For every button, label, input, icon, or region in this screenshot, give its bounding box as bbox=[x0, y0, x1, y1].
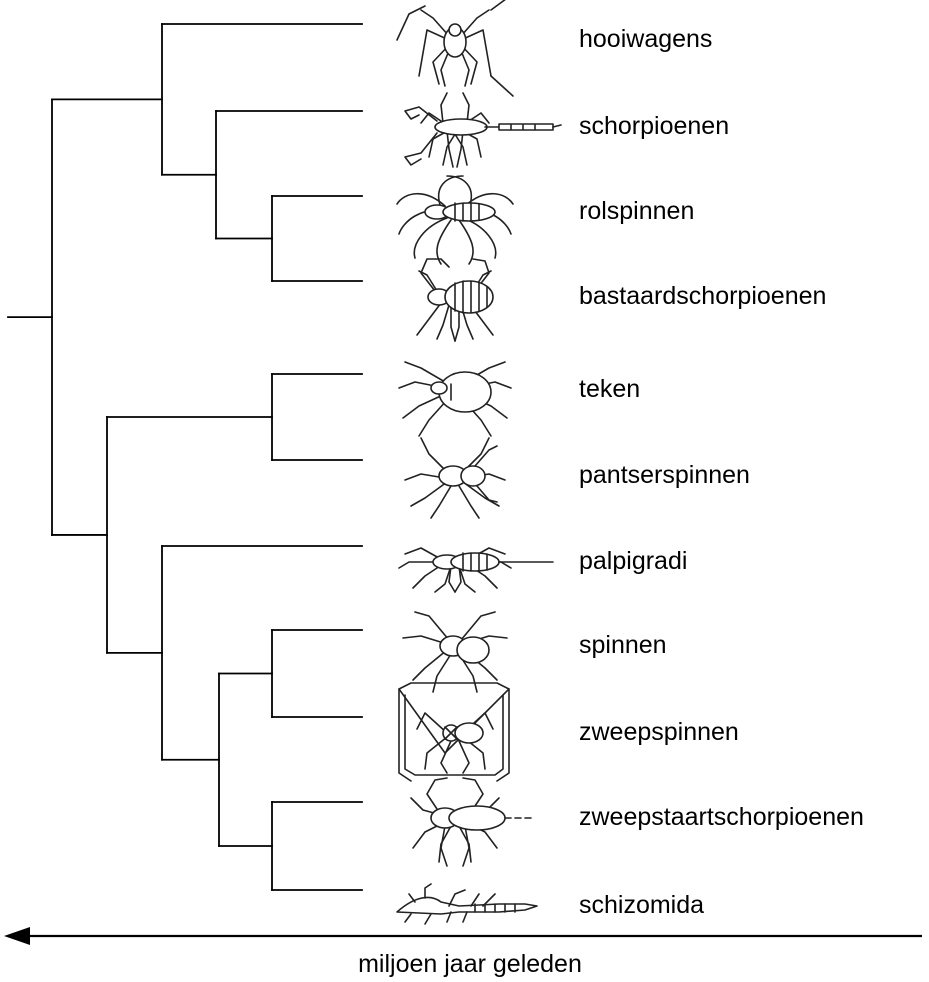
camel-spider-icon bbox=[396, 175, 514, 265]
taxon-label: spinnen bbox=[579, 631, 667, 659]
time-axis: miljoen jaar geleden bbox=[4, 927, 922, 978]
schizomid-icon bbox=[396, 883, 538, 925]
whip-scorpion-icon bbox=[410, 777, 532, 867]
taxon-label: schizomida bbox=[579, 891, 704, 919]
taxon-label: schorpioenen bbox=[579, 112, 729, 140]
taxon-label: hooiwagens bbox=[579, 25, 712, 53]
pseudoscorpion-icon bbox=[416, 258, 494, 342]
taxon-label: zweepspinnen bbox=[579, 718, 739, 746]
tick-icon bbox=[398, 361, 512, 437]
time-axis-label: miljoen jaar geleden bbox=[358, 950, 582, 978]
hooded-tickspider-icon bbox=[404, 437, 506, 519]
taxon-label: bastaardschorpioenen bbox=[579, 282, 826, 310]
tree-branches bbox=[7, 23, 363, 891]
taxon-label: zweepstaartschorpioenen bbox=[579, 803, 864, 831]
taxon-label: palpigradi bbox=[579, 547, 687, 575]
spider-icon bbox=[402, 611, 508, 693]
taxon-label: pantserspinnen bbox=[579, 461, 750, 489]
taxon-label: teken bbox=[579, 375, 640, 403]
arrow-left-icon bbox=[4, 927, 30, 945]
scorpion-icon bbox=[404, 92, 562, 168]
whip-spider-icon bbox=[398, 682, 510, 782]
taxon-labels: hooiwagens schorpioenen rolspinnen bastaard… bbox=[579, 25, 864, 919]
harvestman-icon bbox=[396, 0, 514, 97]
taxon-icons bbox=[396, 0, 562, 925]
taxon-label: rolspinnen bbox=[579, 197, 694, 225]
microwhip-scorpion-icon bbox=[398, 547, 554, 593]
